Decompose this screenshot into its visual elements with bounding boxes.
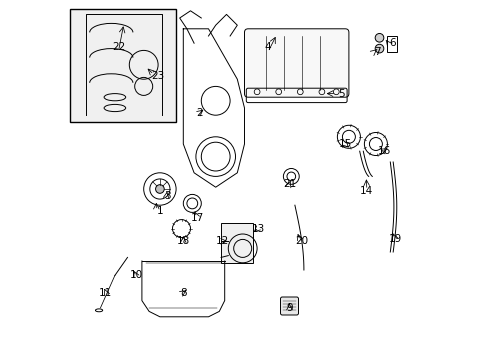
Text: 14: 14: [360, 186, 373, 196]
Text: 2: 2: [196, 108, 203, 118]
Bar: [221, 223, 253, 263]
Text: 6: 6: [388, 38, 395, 48]
Text: 1: 1: [156, 206, 163, 216]
Text: 3: 3: [163, 191, 170, 201]
Text: 12: 12: [216, 236, 229, 246]
Text: 8: 8: [180, 288, 186, 298]
FancyBboxPatch shape: [280, 297, 298, 315]
Text: 19: 19: [388, 234, 402, 244]
Bar: [386, 36, 397, 52]
Text: 11: 11: [99, 288, 112, 298]
Bar: [70, 9, 176, 122]
Circle shape: [155, 185, 164, 193]
Text: 22: 22: [112, 42, 125, 52]
Text: 15: 15: [338, 139, 351, 149]
Text: 17: 17: [191, 213, 204, 223]
Text: 21: 21: [282, 179, 296, 189]
Text: 5: 5: [338, 89, 345, 99]
Circle shape: [374, 44, 383, 53]
Text: 9: 9: [285, 303, 292, 313]
Text: 18: 18: [176, 236, 189, 246]
Text: 10: 10: [130, 270, 143, 280]
FancyBboxPatch shape: [244, 29, 348, 97]
Text: 20: 20: [295, 236, 308, 246]
Text: 4: 4: [264, 42, 271, 52]
Circle shape: [374, 33, 383, 42]
Text: 23: 23: [151, 71, 164, 81]
Text: 7: 7: [374, 47, 380, 57]
Text: 16: 16: [378, 146, 391, 156]
Text: 13: 13: [252, 224, 265, 234]
